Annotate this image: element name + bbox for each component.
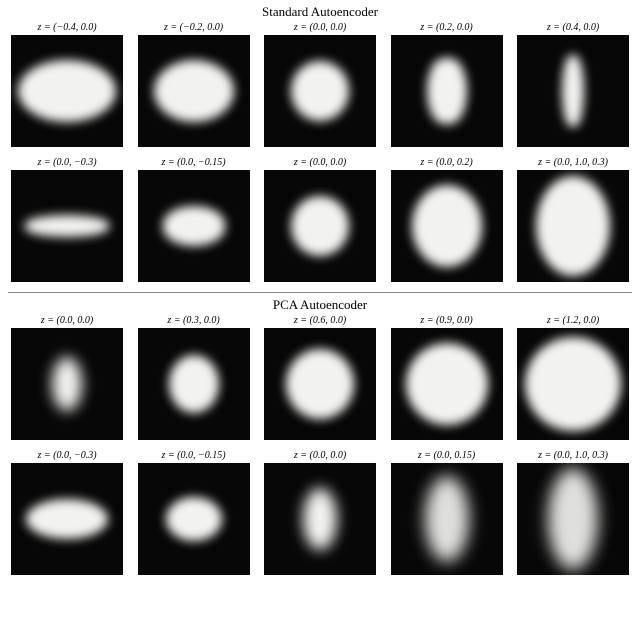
ellipse-blob (163, 206, 225, 246)
latent-image (11, 463, 123, 575)
z-label: z = (0.0, 0.0) (294, 157, 346, 168)
z-label: z = (−0.2, 0.0) (164, 22, 223, 33)
image-cell: z = (0.0, −0.3) (8, 157, 126, 282)
image-cell: z = (−0.2, 0.0) (135, 22, 253, 147)
z-label: z = (1.2, 0.0) (547, 315, 599, 326)
latent-image (11, 170, 123, 282)
ellipse-blob (52, 357, 82, 411)
latent-image (264, 328, 376, 440)
image-row: z = (0.0, 0.0) z = (0.3, 0.0) z = (0.6, 0.… (0, 315, 640, 440)
z-label: z = (0.4, 0.0) (547, 22, 599, 33)
latent-image (11, 35, 123, 147)
latent-image (517, 328, 629, 440)
latent-image (391, 328, 503, 440)
section-divider (8, 292, 632, 293)
z-label: z = (0.0, 0.0) (41, 315, 93, 326)
z-label: z = (0.0, −0.3) (37, 450, 96, 461)
latent-image (391, 35, 503, 147)
ellipse-blob (26, 499, 108, 539)
image-cell: z = (0.0, 0.15) (388, 450, 506, 575)
latent-image (391, 463, 503, 575)
z-label: z = (0.0, 0.0) (294, 450, 346, 461)
latent-image (517, 463, 629, 575)
image-cell: z = (0.0, 0.2) (388, 157, 506, 282)
latent-image (11, 328, 123, 440)
image-cell: z = (−0.4, 0.0) (8, 22, 126, 147)
image-cell: z = (0.0, 0.0) (261, 22, 379, 147)
ellipse-blob (562, 55, 584, 127)
latent-image (138, 170, 250, 282)
z-label: z = (0.0, −0.15) (161, 450, 225, 461)
image-cell: z = (0.0, 1.0, 0.3) (514, 450, 632, 575)
ellipse-blob (291, 196, 349, 256)
ellipse-blob (412, 185, 482, 267)
latent-image (517, 35, 629, 147)
latent-image (138, 35, 250, 147)
z-label: z = (0.0, 1.0, 0.3) (538, 157, 608, 168)
z-label: z = (0.0, 1.0, 0.3) (538, 450, 608, 461)
z-label: z = (0.0, −0.15) (161, 157, 225, 168)
ellipse-blob (154, 60, 234, 122)
z-label: z = (0.6, 0.0) (294, 315, 346, 326)
latent-image (391, 170, 503, 282)
z-label: z = (0.3, 0.0) (167, 315, 219, 326)
image-cell: z = (0.2, 0.0) (388, 22, 506, 147)
latent-image (517, 170, 629, 282)
image-cell: z = (0.9, 0.0) (388, 315, 506, 440)
ellipse-blob (291, 61, 349, 121)
ellipse-blob (406, 343, 488, 425)
image-cell: z = (1.2, 0.0) (514, 315, 632, 440)
latent-image (264, 170, 376, 282)
ellipse-blob (525, 337, 621, 431)
ellipse-blob (166, 497, 222, 541)
image-row: z = (0.0, −0.3) z = (0.0, −0.15) z = (0.0,… (0, 450, 640, 575)
ellipse-blob (18, 60, 116, 122)
image-cell: z = (0.0, −0.15) (135, 157, 253, 282)
ellipse-blob (286, 349, 354, 419)
z-label: z = (0.0, 0.0) (294, 22, 346, 33)
z-label: z = (0.9, 0.0) (420, 315, 472, 326)
image-row: z = (0.0, −0.3) z = (0.0, −0.15) z = (0.0,… (0, 157, 640, 282)
image-cell: z = (0.0, −0.3) (8, 450, 126, 575)
section-title-standard: Standard Autoencoder (0, 4, 640, 20)
latent-image (138, 328, 250, 440)
image-cell: z = (0.0, −0.15) (135, 450, 253, 575)
z-label: z = (−0.4, 0.0) (37, 22, 96, 33)
ellipse-blob (548, 468, 598, 570)
image-cell: z = (0.6, 0.0) (261, 315, 379, 440)
ellipse-blob (425, 476, 469, 562)
ellipse-blob (427, 58, 467, 124)
image-cell: z = (0.0, 1.0, 0.3) (514, 157, 632, 282)
latent-image (264, 463, 376, 575)
section-title-pca: PCA Autoencoder (0, 297, 640, 313)
ellipse-blob (169, 355, 219, 413)
latent-image (264, 35, 376, 147)
z-label: z = (0.0, 0.15) (418, 450, 475, 461)
image-cell: z = (0.0, 0.0) (261, 450, 379, 575)
z-label: z = (0.2, 0.0) (420, 22, 472, 33)
image-cell: z = (0.0, 0.0) (8, 315, 126, 440)
ellipse-blob (536, 176, 610, 276)
image-cell: z = (0.0, 0.0) (261, 157, 379, 282)
ellipse-blob (303, 488, 337, 550)
image-row: z = (−0.4, 0.0) z = (−0.2, 0.0) z = (0.0, … (0, 22, 640, 147)
image-cell: z = (0.4, 0.0) (514, 22, 632, 147)
z-label: z = (0.0, 0.2) (420, 157, 472, 168)
ellipse-blob (25, 215, 109, 237)
latent-image (138, 463, 250, 575)
image-cell: z = (0.3, 0.0) (135, 315, 253, 440)
z-label: z = (0.0, −0.3) (37, 157, 96, 168)
